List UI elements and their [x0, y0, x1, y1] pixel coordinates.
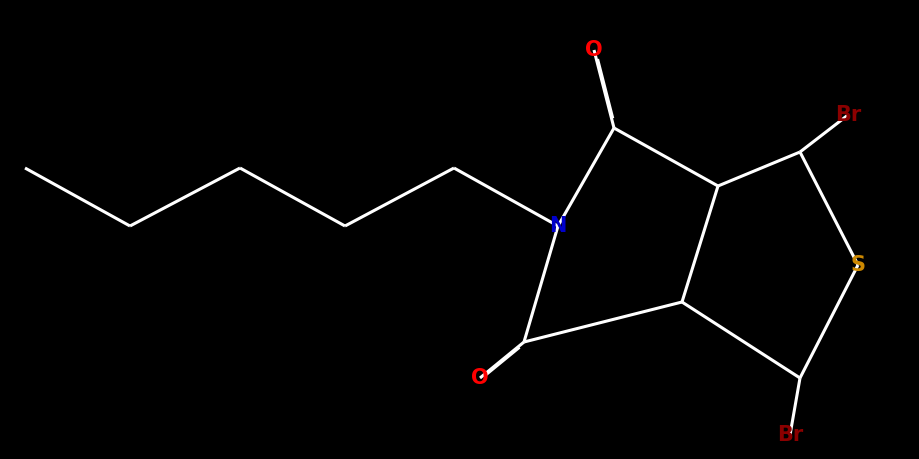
Text: Br: Br: [776, 425, 802, 445]
Text: O: O: [471, 368, 488, 388]
Text: O: O: [584, 40, 602, 60]
Text: S: S: [849, 255, 865, 275]
Text: Br: Br: [834, 105, 860, 125]
Text: N: N: [549, 216, 566, 236]
